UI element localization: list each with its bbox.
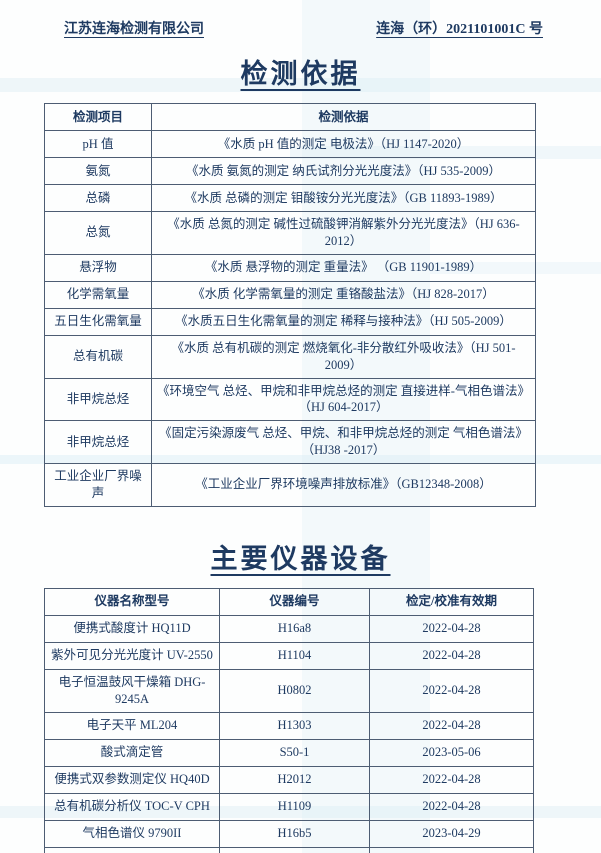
instrument-name-cell: 便携式双参数测定仪 HQ40D [44,765,220,794]
table-row: 总磷 《水质 总磷的测定 钼酸铵分光光度法》（GB 11893-1989） [44,184,536,212]
table-row: 总有机碳分析仪 TOC-V CPH H1109 2022-04-28 [44,792,534,821]
test-basis-cell: 《环境空气 总烃、甲烷和非甲烷总烃的测定 直接进样-气相色谱法》（HJ 604-… [151,377,536,422]
instrument-id-cell: H16a8 [219,614,370,643]
test-item-cell: 悬浮物 [44,253,152,282]
table-row: 总氮 《水质 总氮的测定 碱性过硫酸钾消解紫外分光光度法》（HJ 636-201… [44,211,536,255]
test-item-cell: 氨氮 [44,157,152,185]
valid-date-cell: 2022-04-28 [369,668,534,713]
column-header: 仪器名称型号 [44,587,220,616]
column-header: 检测项目 [44,103,152,131]
test-item-cell: 非甲烷总烃 [44,420,152,464]
test-item-cell: 总氮 [44,211,152,255]
table-row: 多功能噪声分析仪 HS6288E H1411 2022-06-10 [44,846,534,853]
test-item-cell: pH 值 [44,130,152,158]
instrument-id-cell: H1411 [219,846,370,853]
table-row: 五日生化需氧量 《水质五日生化需氧量的测定 稀释与接种法》（HJ 505-200… [44,307,536,336]
table-row: 非甲烷总烃 《环境空气 总烃、甲烷和非甲烷总烃的测定 直接进样-气相色谱法》（H… [44,377,536,422]
instrument-id-cell: H2012 [219,765,370,794]
test-basis-cell: 《工业企业厂界环境噪声排放标准》（GB12348-2008） [151,463,536,507]
instrument-id-cell: H16b5 [219,819,370,848]
test-basis-cell: 《水质 总氮的测定 碱性过硫酸钾消解紫外分光光度法》（HJ 636-2012） [151,211,536,255]
valid-date-cell: 2022-06-10 [369,846,534,853]
table-row: 工业企业厂界噪声 《工业企业厂界环境噪声排放标准》（GB12348-2008） [44,463,536,507]
table-row: 悬浮物 《水质 悬浮物的测定 重量法》 （GB 11901-1989） [44,253,536,282]
instrument-id-cell: H1303 [219,711,370,740]
instrument-id-cell: H1109 [219,792,370,821]
test-basis-cell: 《水质 pH 值的测定 电极法》（HJ 1147-2020） [151,130,536,158]
column-header: 仪器编号 [219,587,370,616]
instrument-id-cell: H0802 [219,668,370,713]
test-item-cell: 总磷 [44,184,152,212]
valid-date-cell: 2022-04-28 [369,792,534,821]
table-row: 紫外可见分光光度计 UV-2550 H1104 2022-04-28 [44,641,534,670]
instrument-name-cell: 气相色谱仪 9790II [44,819,220,848]
valid-date-cell: 2022-04-28 [369,765,534,794]
instrument-name-cell: 电子恒温鼓风干燥箱 DHG-9245A [44,668,220,713]
test-basis-cell: 《水质 化学需氧量的测定 重铬酸盐法》（HJ 828-2017） [151,280,536,309]
test-item-cell: 非甲烷总烃 [44,377,152,422]
instrument-name-cell: 便携式酸度计 HQ11D [44,614,220,643]
testing-basis-table: 检测项目 检测依据 pH 值 《水质 pH 值的测定 电极法》（HJ 1147-… [44,103,536,507]
valid-date-cell: 2022-04-28 [369,614,534,643]
column-header: 检测依据 [151,103,536,131]
test-item-cell: 五日生化需氧量 [44,307,152,336]
instrument-id-cell: S50-1 [219,738,370,767]
table-header-row: 仪器名称型号 仪器编号 检定/校准有效期 [44,587,534,616]
test-basis-cell: 《水质五日生化需氧量的测定 稀释与接种法》（HJ 505-2009） [151,307,536,336]
table-row: 便携式酸度计 HQ11D H16a8 2022-04-28 [44,614,534,643]
table-row: 总有机碳 《水质 总有机碳的测定 燃烧氧化-非分散红外吸收法》（HJ 501-2… [44,334,536,379]
table-row: 化学需氧量 《水质 化学需氧量的测定 重铬酸盐法》（HJ 828-2017） [44,280,536,309]
section1-title: 检测依据 [240,59,361,89]
test-basis-cell: 《水质 氨氮的测定 纳氏试剂分光光度法》（HJ 535-2009） [151,157,536,185]
test-item-cell: 化学需氧量 [44,280,152,309]
table-row: 非甲烷总烃 《固定污染源废气 总烃、甲烷、和非甲烷总烃的测定 气相色谱法》（HJ… [44,420,536,464]
table-header-row: 检测项目 检测依据 [44,103,536,131]
test-item-cell: 工业企业厂界噪声 [44,463,152,507]
company-name: 江苏连海检测有限公司 [64,22,204,37]
table-row: pH 值 《水质 pH 值的测定 电极法》（HJ 1147-2020） [44,130,536,158]
valid-date-cell: 2023-05-06 [369,738,534,767]
page-header: 江苏连海检测有限公司 连海（环）2021101001C 号 [64,18,543,38]
instrument-name-cell: 紫外可见分光光度计 UV-2550 [44,641,220,670]
instrument-name-cell: 多功能噪声分析仪 HS6288E [44,846,220,853]
table-row: 气相色谱仪 9790II H16b5 2023-04-29 [44,819,534,848]
test-basis-cell: 《水质 悬浮物的测定 重量法》 （GB 11901-1989） [151,253,536,282]
test-item-cell: 总有机碳 [44,334,152,379]
instruments-table: 仪器名称型号 仪器编号 检定/校准有效期 便携式酸度计 HQ11D H16a8 … [44,587,534,853]
instrument-name-cell: 总有机碳分析仪 TOC-V CPH [44,792,220,821]
instrument-name-cell: 酸式滴定管 [44,738,220,767]
test-basis-cell: 《水质 总有机碳的测定 燃烧氧化-非分散红外吸收法》（HJ 501-2009） [151,334,536,379]
instrument-id-cell: H1104 [219,641,370,670]
table-row: 酸式滴定管 S50-1 2023-05-06 [44,738,534,767]
table-row: 便携式双参数测定仪 HQ40D H2012 2022-04-28 [44,765,534,794]
table-row: 电子恒温鼓风干燥箱 DHG-9245A H0802 2022-04-28 [44,668,534,713]
test-basis-cell: 《固定污染源废气 总烃、甲烷、和非甲烷总烃的测定 气相色谱法》（HJ38 -20… [151,420,536,464]
table-row: 电子天平 ML204 H1303 2022-04-28 [44,711,534,740]
test-basis-cell: 《水质 总磷的测定 钼酸铵分光光度法》（GB 11893-1989） [151,184,536,212]
valid-date-cell: 2022-04-28 [369,711,534,740]
valid-date-cell: 2023-04-29 [369,819,534,848]
instrument-name-cell: 电子天平 ML204 [44,711,220,740]
valid-date-cell: 2022-04-28 [369,641,534,670]
report-number: 连海（环）2021101001C 号 [376,22,543,37]
section2-title: 主要仪器设备 [210,543,391,574]
column-header: 检定/校准有效期 [369,587,534,616]
table-row: 氨氮 《水质 氨氮的测定 纳氏试剂分光光度法》（HJ 535-2009） [44,157,536,185]
